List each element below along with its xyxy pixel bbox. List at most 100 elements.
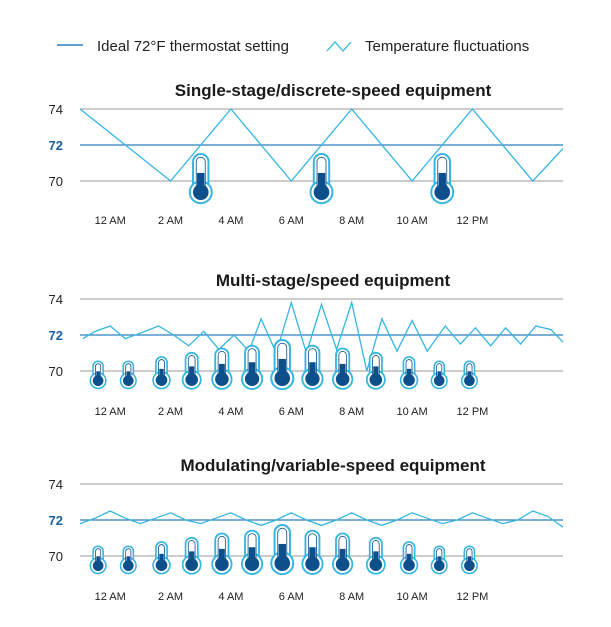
thermometer-icon (181, 351, 202, 390)
x-tick-6-am: 6 AM (279, 406, 304, 418)
thermometer-mercury (317, 172, 326, 194)
thermometer-bulb (215, 557, 229, 571)
thermometer-icon (399, 541, 419, 575)
thermometer-bulb (305, 556, 320, 571)
fluctuation-series-line (79, 510, 564, 528)
x-tick-12-am: 12 AM (95, 406, 126, 418)
x-tick-8-am: 8 AM (339, 591, 364, 603)
x-tick-6-am: 6 AM (279, 591, 304, 603)
thermometer-icon (332, 347, 354, 390)
thermometer-mercury (339, 363, 346, 381)
thermometer-icon (152, 541, 171, 575)
thermometer-icon (430, 545, 448, 575)
y-tick-label: 74 (49, 292, 63, 307)
y-tick-label: 72 (49, 138, 63, 153)
thermometer-bulb (313, 184, 330, 200)
thermometer-bulb (192, 184, 209, 200)
thermometer-icon (270, 339, 295, 391)
y-tick-label: 72 (49, 328, 63, 343)
x-tick-6-am: 6 AM (279, 215, 304, 227)
x-tick-4-am: 4 AM (218, 215, 243, 227)
thermometer-bulb (305, 371, 320, 386)
thermometer-icon (240, 529, 264, 575)
thermometer-mercury (309, 362, 316, 380)
thermometer-mercury (218, 363, 225, 381)
y-tick-label: 70 (49, 174, 63, 189)
thermometer-bulb (369, 558, 383, 571)
thermometer-bulb (433, 375, 445, 386)
y-tick-label: 70 (49, 364, 63, 379)
fluctuation-series-line (82, 300, 564, 372)
thermometer-icon (301, 344, 324, 390)
thermometer-bulb (92, 375, 104, 386)
thermometer-icon (119, 360, 137, 390)
thermometer-bulb (274, 370, 291, 387)
thermometer-icon (365, 351, 386, 390)
thermometer-bulb (185, 373, 199, 386)
thermometer-mercury (278, 358, 286, 380)
thermometer-mercury (309, 547, 316, 565)
x-tick-2-am: 2 AM (158, 406, 183, 418)
thermometer-bulb (155, 559, 168, 571)
thermometer-icon (211, 347, 233, 390)
panel-modulating: 74 72 70 12 AM 2 AM 4 AM 6 AM 8 AM 10 AM 12 PM (49, 477, 564, 603)
legend: Ideal 72°F thermostat setting Temperatur… (57, 38, 529, 55)
thermometer-icon (301, 529, 324, 575)
thermometer-icon (399, 356, 419, 390)
y-tick-label: 72 (49, 513, 63, 528)
thermometer-icon (181, 536, 202, 575)
x-tick-10-am: 10 AM (396, 215, 427, 227)
thermometer-mercury (197, 172, 205, 194)
panel-title-single-stage: Single-stage/discrete-speed equipment (175, 81, 492, 100)
x-tick-2-am: 2 AM (158, 215, 183, 227)
thermometer-icon (309, 153, 334, 205)
thermometer-icon (270, 524, 295, 576)
thermometer-bulb (92, 560, 104, 571)
thermometer-bulb (122, 375, 134, 386)
thermometer-bulb (122, 560, 134, 571)
thermometer-bulb (464, 375, 475, 386)
legend-ideal-label: Ideal 72°F thermostat setting (97, 38, 289, 55)
x-tick-10-am: 10 AM (396, 591, 427, 603)
thermometer-bulb (155, 374, 168, 386)
x-tick-8-am: 8 AM (339, 215, 364, 227)
y-tick-label: 74 (49, 477, 63, 492)
panel-title-modulating: Modulating/variable-speed equipment (180, 456, 485, 475)
legend-fluctuation-swatch (326, 41, 352, 52)
thermometer-bulb (464, 560, 475, 571)
thermometer-bulb (433, 560, 445, 571)
y-tick-label: 70 (49, 549, 63, 564)
thermometer-icon (240, 344, 264, 390)
panel-title-multi-stage: Multi-stage/speed equipment (216, 271, 451, 290)
thermometer-bulb (274, 555, 291, 571)
thermometer-icon (188, 153, 213, 205)
x-tick-12-am: 12 AM (95, 591, 126, 603)
thermometer-icon (211, 532, 233, 575)
thermometer-mercury (278, 543, 286, 565)
x-tick-12-pm: 12 PM (457, 406, 489, 418)
thermometer-bulb (244, 556, 260, 571)
x-tick-2-am: 2 AM (158, 591, 183, 603)
thermometer-mercury (248, 547, 256, 565)
thermometer-icon (152, 356, 171, 390)
thermometer-bulb (215, 372, 229, 386)
thermometer-icon (119, 545, 137, 575)
thermometer-icon (365, 536, 386, 575)
thermometer-icon (430, 360, 448, 390)
legend-fluctuation-label: Temperature fluctuations (365, 38, 529, 55)
thermometer-mercury (248, 362, 256, 380)
thermometer-bulb (403, 559, 415, 571)
x-tick-8-am: 8 AM (339, 406, 364, 418)
x-tick-12-am: 12 AM (95, 215, 126, 227)
thermometer-icon (430, 153, 455, 205)
x-tick-4-am: 4 AM (218, 406, 243, 418)
thermometer-icon (332, 532, 354, 575)
x-tick-4-am: 4 AM (218, 591, 243, 603)
panel-multi-stage: 74 72 70 12 AM 2 AM 4 AM 6 AM 8 AM 10 AM 12 PM (49, 292, 564, 418)
thermometer-icon (89, 545, 107, 575)
y-tick-label: 74 (49, 102, 63, 117)
x-tick-10-am: 10 AM (396, 406, 427, 418)
x-tick-12-pm: 12 PM (457, 215, 489, 227)
thermometer-bulb (244, 371, 260, 386)
